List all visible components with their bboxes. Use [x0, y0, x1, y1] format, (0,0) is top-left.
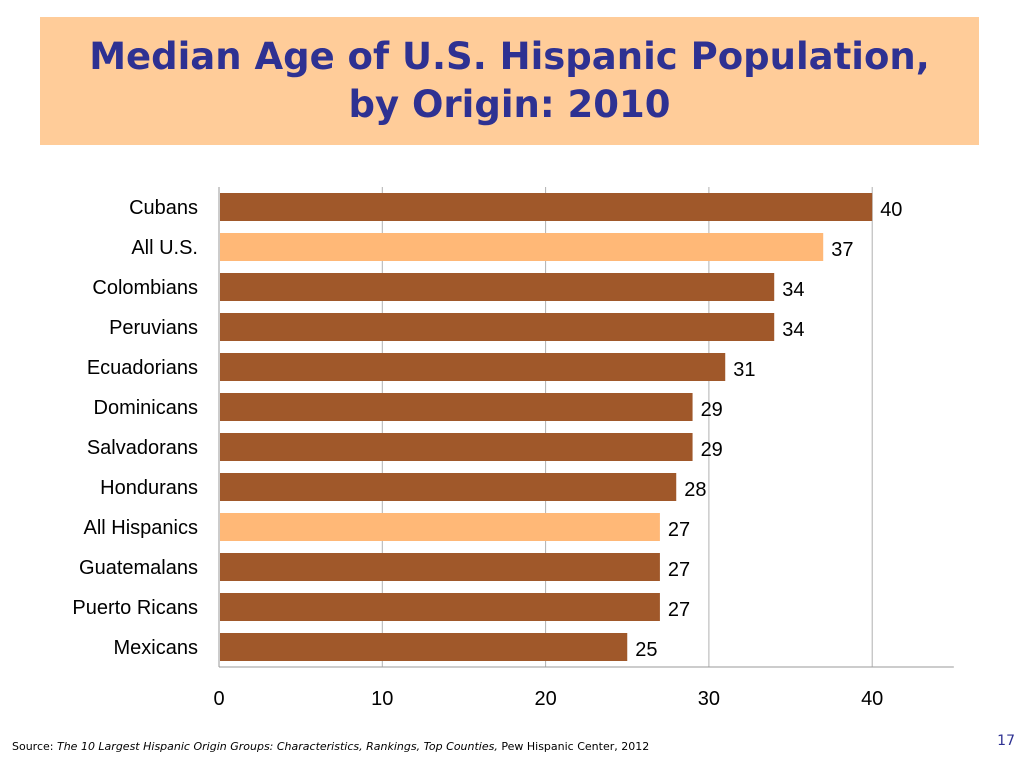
category-label: All Hispanics — [84, 517, 198, 539]
category-label: Guatemalans — [79, 557, 198, 579]
bar — [220, 353, 726, 381]
bar — [220, 233, 824, 261]
x-tick-label: 30 — [698, 688, 720, 710]
category-label: Puerto Ricans — [72, 597, 198, 619]
data-label: 29 — [701, 399, 723, 421]
bar — [220, 633, 628, 661]
chart-title-line-2: by Origin: 2010 — [348, 83, 671, 126]
bar — [220, 593, 660, 621]
x-tick-label: 20 — [534, 688, 556, 710]
category-label: Salvadorans — [87, 437, 198, 459]
data-label: 27 — [668, 559, 690, 581]
data-label: 29 — [701, 439, 723, 461]
x-tick-label: 40 — [861, 688, 883, 710]
data-label: 27 — [668, 519, 690, 541]
bar — [220, 553, 660, 581]
chart-title-line-1: Median Age of U.S. Hispanic Population, — [89, 35, 930, 78]
category-label: Dominicans — [94, 397, 198, 419]
bar — [220, 193, 873, 221]
category-label: All U.S. — [131, 237, 198, 259]
data-label: 34 — [782, 319, 804, 341]
category-label: Colombians — [92, 277, 198, 299]
source-prefix: Source: — [12, 740, 57, 753]
data-label: 28 — [684, 479, 706, 501]
source-publisher: Pew Hispanic Center, 2012 — [497, 740, 650, 753]
x-tick-label: 0 — [213, 688, 224, 710]
data-label: 40 — [880, 199, 902, 221]
category-label: Ecuadorians — [87, 357, 198, 379]
data-label: 31 — [733, 359, 755, 381]
bar — [220, 313, 775, 341]
category-label: Hondurans — [100, 477, 198, 499]
bar — [220, 433, 693, 461]
bar — [220, 273, 775, 301]
source-publication-title: The 10 Largest Hispanic Origin Groups: C… — [56, 740, 498, 753]
bar — [220, 513, 660, 541]
data-label: 37 — [831, 239, 853, 261]
x-tick-label: 10 — [371, 688, 393, 710]
data-label: 25 — [635, 639, 657, 661]
category-label: Mexicans — [114, 637, 198, 659]
source-citation: Source: The 10 Largest Hispanic Origin G… — [12, 740, 649, 753]
data-label: 34 — [782, 279, 804, 301]
title-banner: Median Age of U.S. Hispanic Population, … — [40, 17, 979, 145]
bar-chart: Cubans 40 All U.S. 37 Colombians 34 Peruvians 3… — [72, 187, 954, 710]
data-label: 27 — [668, 599, 690, 621]
category-label: Peruvians — [109, 317, 198, 339]
category-label: Cubans — [129, 197, 198, 219]
bar — [220, 393, 693, 421]
page-number: 17 — [997, 733, 1015, 749]
bar — [220, 473, 677, 501]
